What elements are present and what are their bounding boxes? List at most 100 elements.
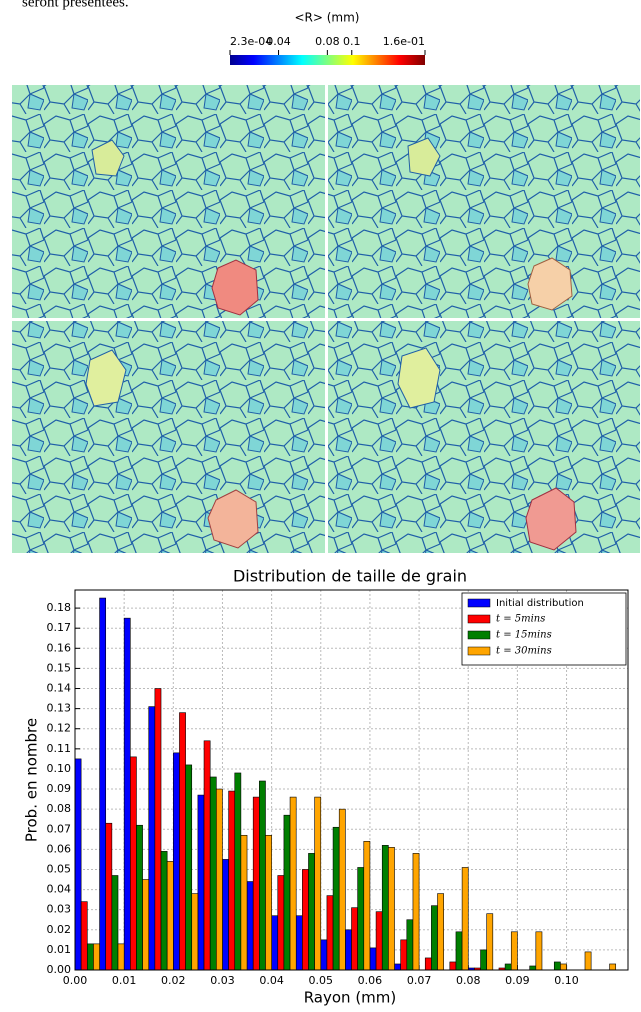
micro-panel [12,85,325,318]
colorbar-tick-label: 0.04 [266,35,291,48]
y-tick-label: 0.03 [47,903,72,916]
bar [345,929,352,971]
bar [394,963,401,971]
bar [93,943,100,971]
colorbar-tick-label: 0.1 [343,35,361,48]
grain [91,139,125,177]
y-tick-label: 0.18 [47,601,72,614]
bar [504,963,512,971]
y-tick-label: 0.08 [47,802,72,815]
bar [80,901,88,971]
bar [461,867,469,971]
bar [74,758,82,971]
bar [431,905,438,971]
legend-swatch [467,614,491,624]
x-axis-label: Rayon (mm) [304,989,397,1007]
x-tick-label: 0.01 [112,974,137,987]
x-tick-label: 0.06 [358,974,383,987]
bar [136,824,143,971]
colorbar-tick-label: 0.08 [315,35,340,48]
legend-swatch [467,630,491,640]
bar [584,951,592,971]
chart: Distribution de taille de grain Rayon (m… [23,567,629,1007]
bar [271,915,279,971]
large-grain [211,259,259,316]
y-tick-label: 0.01 [47,943,72,956]
bar [117,943,125,971]
bar [424,957,432,971]
bar [388,847,395,971]
bar [369,947,377,971]
microstructures [12,85,640,553]
y-tick-label: 0.07 [47,822,72,835]
y-tick-label: 0.15 [47,661,72,674]
bar [302,869,309,971]
x-tick-label: 0.00 [63,974,88,987]
legend-swatch [467,598,491,608]
bar [234,772,242,971]
bar [99,597,107,971]
bar [252,796,260,971]
y-tick-label: 0.14 [47,682,72,695]
y-tick-label: 0.17 [47,621,72,634]
legend-swatch [467,646,491,656]
bar [197,794,205,971]
large-grain [525,487,577,551]
bar [209,776,217,971]
bar [228,790,236,971]
micro-panel [328,321,640,553]
bar [173,752,180,971]
grain [397,347,441,409]
bar [326,895,334,971]
x-tick-label: 0.04 [259,974,284,987]
chart-title: Distribution de taille de grain [233,567,467,586]
bar [179,712,186,971]
y-tick-label: 0.10 [47,762,72,775]
bar [437,893,444,971]
plot-frame [74,589,629,971]
bar [246,881,254,971]
colorbar: <R> (mm) 2.3e-040.04 0.08 0.1 1.6e-01 [229,11,426,65]
bar [259,780,266,971]
colorbar-tick-label: 1.6e-01 [383,35,425,48]
y-tick-label: 0.00 [47,963,72,976]
bar [486,913,494,971]
bar [357,867,365,971]
x-tick-label: 0.05 [309,974,334,987]
colorbar-tick-label: 2.3e-04 [230,35,272,48]
bar [314,796,322,971]
bar [265,834,272,971]
bar [320,939,328,971]
bar [283,814,291,971]
x-tick-label: 0.03 [210,974,235,987]
bar [449,961,457,971]
bar [216,788,223,971]
colorbar-title: <R> (mm) [294,11,359,25]
bar [535,931,543,971]
large-grain [207,489,259,549]
text-fragment: seront présentées. [22,0,129,10]
y-axis-label: Prob. en nombre [23,718,41,842]
bar [480,949,487,971]
y-tick-label: 0.16 [47,641,72,654]
grain [407,137,441,177]
micro-panel [328,85,640,318]
x-tick-label: 0.08 [456,974,481,987]
bar [240,834,248,971]
bar [351,907,358,971]
bar [289,796,297,971]
bar [154,688,162,971]
bar [400,939,408,971]
bar [609,963,617,971]
bar [105,822,113,971]
bar [295,915,303,971]
bar [111,875,119,971]
legend-label: t = 5mins [496,614,545,625]
y-tick-label: 0.13 [47,702,72,715]
y-tick-label: 0.05 [47,862,72,875]
bar [148,706,156,971]
y-tick-label: 0.04 [47,883,72,896]
y-tick-label: 0.02 [47,923,72,936]
bar [185,764,193,971]
x-tick-label: 0.09 [505,974,530,987]
